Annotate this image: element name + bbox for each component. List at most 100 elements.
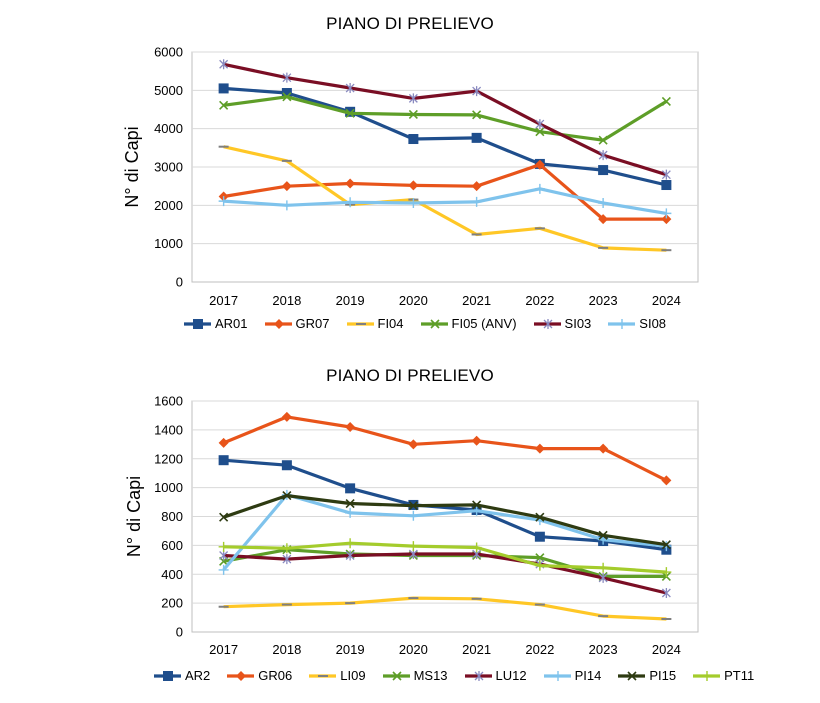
data-point — [218, 564, 229, 575]
series-line-gr06 — [222, 415, 668, 482]
data-point — [661, 169, 671, 180]
legend-item: FI04 — [346, 316, 404, 331]
legend-label: PT11 — [724, 668, 755, 683]
legend-swatch — [608, 318, 636, 329]
data-point — [281, 460, 292, 471]
chart-legend: AR01 GR07 FI04 FI05 (ANV) SI03 SI08 — [183, 316, 682, 331]
legend-label: PI15 — [649, 668, 677, 683]
legend-label: GR07 — [295, 316, 330, 331]
data-point — [408, 541, 419, 552]
legend-label: AR01 — [215, 316, 248, 331]
legend-item: AR01 — [183, 316, 248, 331]
legend-item: SI08 — [607, 316, 666, 331]
data-point — [598, 150, 608, 161]
data-point — [661, 567, 672, 578]
legend-swatch — [693, 670, 721, 681]
legend-item: GR06 — [226, 668, 292, 683]
data-point — [661, 96, 671, 107]
series-line-ar01 — [223, 86, 667, 187]
data-point — [598, 572, 608, 583]
series-line-pi15 — [223, 493, 667, 547]
legend-swatch — [184, 318, 211, 329]
legend-marker — [543, 318, 552, 329]
x-tick-label: 2021 — [462, 642, 491, 657]
data-point — [661, 540, 671, 550]
chart-1: PIANO DI PRELIEVO 0 1000 2000 3000 4000 5000 6… — [0, 0, 820, 345]
data-point — [345, 83, 355, 94]
data-point — [472, 110, 482, 120]
legend-swatch — [382, 670, 410, 681]
data-point — [598, 135, 608, 145]
data-point — [471, 542, 482, 553]
data-point — [218, 83, 229, 94]
data-point — [598, 165, 609, 176]
x-tick-label: 2019 — [336, 293, 365, 308]
data-point — [471, 505, 482, 516]
data-point — [408, 510, 419, 521]
chart-legend: AR2 GR06 LI09 MS13 LU12 PI14 PI15 PT11 — [153, 668, 770, 683]
data-point — [345, 550, 355, 561]
x-tick-label: 2017 — [209, 642, 238, 657]
x-tick-label: 2022 — [525, 293, 554, 308]
data-point — [661, 588, 671, 599]
legend-item: AR2 — [153, 668, 210, 683]
data-point — [345, 421, 356, 432]
y-tick-label: 3000 — [154, 160, 183, 175]
data-point — [281, 411, 292, 422]
data-point — [408, 439, 419, 450]
y-tick-label: 4000 — [154, 121, 183, 136]
legend-item: MS13 — [382, 668, 448, 683]
series-line-si03 — [223, 62, 667, 177]
legend-marker — [552, 670, 563, 681]
data-point — [534, 443, 545, 454]
data-point — [471, 435, 482, 446]
data-point — [534, 531, 545, 542]
data-point — [535, 127, 545, 137]
x-tick-label: 2023 — [589, 293, 618, 308]
legend-marker — [163, 670, 173, 681]
x-tick-label: 2018 — [272, 293, 301, 308]
data-point — [219, 100, 229, 110]
data-point — [661, 208, 672, 219]
data-point — [598, 562, 609, 573]
legend-label: GR06 — [258, 668, 293, 683]
legend-marker — [474, 670, 484, 681]
y-axis-title: N° di Capi — [124, 476, 144, 557]
data-point — [661, 180, 672, 191]
data-point — [408, 93, 418, 104]
series-line-fi05-anv- — [223, 95, 668, 142]
legend-label: AR2 — [185, 668, 211, 683]
series-line-pt11 — [223, 541, 667, 574]
data-point — [534, 560, 545, 571]
data-point — [661, 214, 672, 225]
data-point — [219, 550, 229, 561]
y-tick-label: 1000 — [154, 236, 183, 251]
legend-item: PI14 — [543, 668, 601, 683]
data-point — [598, 530, 608, 540]
data-point — [282, 92, 292, 102]
legend-swatch — [420, 318, 448, 329]
legend-swatch — [227, 670, 255, 681]
legend-label: SI08 — [639, 316, 667, 331]
data-point — [218, 196, 229, 207]
legend-label: FI05 (ANV) — [451, 316, 517, 331]
legend-swatch — [154, 670, 181, 681]
data-point — [345, 197, 356, 208]
data-point — [598, 214, 609, 225]
data-point — [471, 196, 482, 207]
y-tick-label: 0 — [176, 625, 183, 640]
data-point — [281, 200, 292, 211]
y-tick-label: 0 — [176, 275, 183, 290]
legend-marker — [193, 318, 203, 329]
data-point — [408, 501, 418, 511]
legend-label: FI04 — [377, 316, 404, 331]
data-point — [345, 178, 356, 189]
legend-marker — [429, 318, 440, 329]
data-point — [534, 159, 545, 170]
x-tick-label: 2018 — [272, 642, 301, 657]
chart-title: PIANO DI PRELIEVO — [326, 14, 494, 33]
data-point — [534, 183, 545, 194]
series-line-lu12 — [223, 552, 667, 595]
y-axis-title: N° di Capi — [122, 126, 142, 207]
data-point — [598, 443, 609, 454]
